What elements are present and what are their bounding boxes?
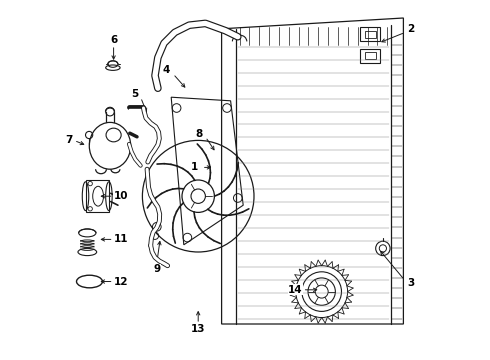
Text: 9: 9 [153, 264, 160, 274]
Text: 6: 6 [110, 35, 117, 45]
Text: 1: 1 [191, 162, 198, 172]
Bar [365, 31, 376, 38]
Text: 7: 7 [66, 135, 73, 145]
Bar [365, 52, 376, 59]
Bar [360, 49, 380, 63]
Text: 4: 4 [163, 65, 170, 75]
Text: 11: 11 [114, 234, 128, 244]
Text: 3: 3 [407, 278, 414, 288]
Bar [86, 180, 109, 212]
Text: 5: 5 [132, 89, 139, 99]
Text: 14: 14 [288, 285, 303, 295]
Text: 8: 8 [196, 129, 203, 139]
Text: 12: 12 [114, 276, 128, 287]
Text: 13: 13 [191, 324, 205, 334]
Text: 2: 2 [407, 24, 414, 34]
Text: 10: 10 [114, 191, 128, 201]
Bar [360, 27, 380, 41]
